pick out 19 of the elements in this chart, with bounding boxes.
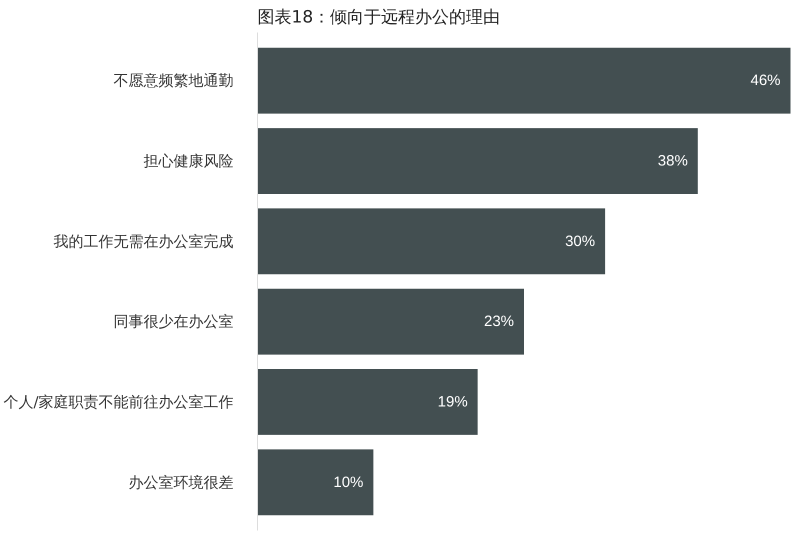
y-tick-label: 办公室环境很差 bbox=[128, 473, 234, 492]
bar bbox=[258, 128, 698, 194]
y-tick-label: 个人/家庭职责不能前往办公室工作 bbox=[3, 392, 234, 411]
bar bbox=[258, 208, 606, 274]
chart-title: 图表18：倾向于远程办公的理由 bbox=[258, 8, 500, 28]
data-label: 23% bbox=[484, 313, 514, 330]
bar bbox=[258, 369, 478, 435]
data-label: 30% bbox=[565, 232, 596, 250]
bar bbox=[258, 48, 790, 114]
data-label: 46% bbox=[750, 72, 781, 90]
data-label: 10% bbox=[333, 474, 364, 491]
y-tick-label: 同事很少在办公室 bbox=[114, 312, 234, 331]
y-tick-label: 我的工作无需在办公室完成 bbox=[54, 232, 234, 250]
data-label: 19% bbox=[438, 393, 468, 410]
y-tick-label: 不愿意频繁地通勤 bbox=[114, 72, 234, 90]
bar bbox=[258, 449, 374, 516]
data-label: 38% bbox=[658, 152, 688, 170]
y-tick-label: 担心健康风险 bbox=[144, 152, 234, 170]
bar bbox=[258, 288, 524, 355]
